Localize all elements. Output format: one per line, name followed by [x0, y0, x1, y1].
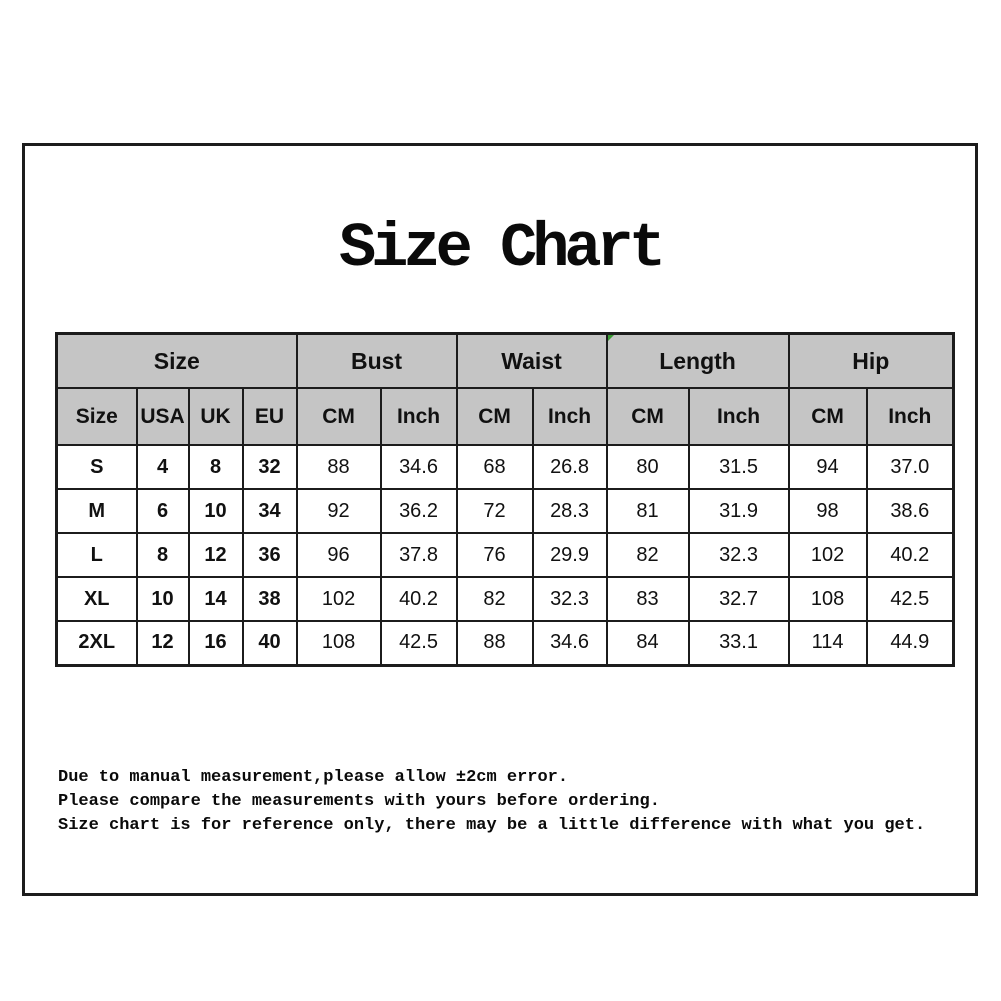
- table-cell: 88: [455, 620, 534, 666]
- col-group-waist: Waist: [455, 332, 608, 389]
- col-group-bust: Bust: [295, 332, 458, 389]
- note-line-1: Due to manual measurement,please allow ±…: [58, 768, 569, 787]
- col-header-bust-inch: Inch: [379, 387, 458, 446]
- table-cell: 82: [605, 532, 690, 578]
- table-cell: 33.1: [687, 620, 790, 666]
- green-corner-marker-icon: [608, 335, 615, 342]
- table-cell: 6: [135, 488, 190, 534]
- note-line-2: Please compare the measurements with you…: [58, 792, 660, 811]
- col-group-hip: Hip: [787, 332, 955, 389]
- table-cell: 88: [295, 444, 382, 490]
- note-line-3: Size chart is for reference only, there …: [58, 816, 926, 835]
- table-cell: 36.2: [379, 488, 458, 534]
- group-header-row: Size Bust Waist Length Hip: [55, 332, 955, 389]
- table-cell: 98: [787, 488, 868, 534]
- table-cell: 2XL: [55, 620, 138, 666]
- table-cell: 4: [135, 444, 190, 490]
- table-cell: 28.3: [531, 488, 608, 534]
- table-cell: 42.5: [379, 620, 458, 666]
- table-cell: 31.9: [687, 488, 790, 534]
- table-cell: 40: [241, 620, 298, 666]
- table-cell: 10: [135, 576, 190, 622]
- table-cell: 34.6: [379, 444, 458, 490]
- col-header-hip-cm: CM: [787, 387, 868, 446]
- col-group-size: Size: [55, 332, 298, 389]
- table-cell: 44.9: [865, 620, 955, 666]
- table-cell: 36: [241, 532, 298, 578]
- table-row-xl: XL 10 14 38 102 40.2 82 32.3 83 32.7 108…: [55, 576, 955, 622]
- table-cell: 34: [241, 488, 298, 534]
- table-row-m: M 6 10 34 92 36.2 72 28.3 81 31.9 98 38.…: [55, 488, 955, 534]
- col-header-waist-cm: CM: [455, 387, 534, 446]
- col-header-size: Size: [55, 387, 138, 446]
- col-header-bust-cm: CM: [295, 387, 382, 446]
- table-cell: 92: [295, 488, 382, 534]
- col-group-length-label: Length: [659, 347, 736, 374]
- table-cell: S: [55, 444, 138, 490]
- page-title: Size Chart: [338, 213, 666, 284]
- col-header-length-cm: CM: [605, 387, 690, 446]
- table-cell: 42.5: [865, 576, 955, 622]
- table-cell: 82: [455, 576, 534, 622]
- table-cell: 108: [787, 576, 868, 622]
- table-cell: 37.0: [865, 444, 955, 490]
- table-cell: 68: [455, 444, 534, 490]
- table-cell: 32.3: [531, 576, 608, 622]
- table-cell: 83: [605, 576, 690, 622]
- col-header-eu: EU: [241, 387, 298, 446]
- content-frame: Size Chart Size Bust Waist Length Hip Si…: [22, 143, 978, 896]
- table-cell: XL: [55, 576, 138, 622]
- col-group-length: Length: [605, 332, 790, 389]
- table-cell: 102: [787, 532, 868, 578]
- table-cell: 8: [135, 532, 190, 578]
- table-cell: 16: [187, 620, 244, 666]
- table-cell: L: [55, 532, 138, 578]
- table-cell: 29.9: [531, 532, 608, 578]
- table-cell: 76: [455, 532, 534, 578]
- table-row-s: S 4 8 32 88 34.6 68 26.8 80 31.5 94 37.0: [55, 444, 955, 490]
- column-header-row: Size USA UK EU CM Inch CM Inch CM Inch C…: [55, 387, 955, 446]
- size-chart-table: Size Bust Waist Length Hip Size USA UK E…: [55, 332, 956, 667]
- table-row-l: L 8 12 36 96 37.8 76 29.9 82 32.3 102 40…: [55, 532, 955, 578]
- table-cell: 114: [787, 620, 868, 666]
- table-cell: 34.6: [531, 620, 608, 666]
- table-cell: 102: [295, 576, 382, 622]
- table-cell: 40.2: [379, 576, 458, 622]
- table-cell: M: [55, 488, 138, 534]
- table-cell: 32: [241, 444, 298, 490]
- table-cell: 96: [295, 532, 382, 578]
- disclaimer-notes: Due to manual measurement,please allow ±…: [58, 766, 925, 838]
- table-cell: 80: [605, 444, 690, 490]
- table-cell: 32.7: [687, 576, 790, 622]
- table-cell: 32.3: [687, 532, 790, 578]
- table-cell: 31.5: [687, 444, 790, 490]
- table-cell: 12: [187, 532, 244, 578]
- table-cell: 40.2: [865, 532, 955, 578]
- table-cell: 37.8: [379, 532, 458, 578]
- col-header-uk: UK: [187, 387, 244, 446]
- table-cell: 12: [135, 620, 190, 666]
- table-cell: 38: [241, 576, 298, 622]
- col-header-hip-inch: Inch: [865, 387, 955, 446]
- col-header-length-inch: Inch: [687, 387, 790, 446]
- table-cell: 14: [187, 576, 244, 622]
- table-cell: 72: [455, 488, 534, 534]
- table-cell: 26.8: [531, 444, 608, 490]
- col-header-usa: USA: [135, 387, 190, 446]
- table-cell: 84: [605, 620, 690, 666]
- table-cell: 10: [187, 488, 244, 534]
- col-header-waist-inch: Inch: [531, 387, 608, 446]
- table-row-2xl: 2XL 12 16 40 108 42.5 88 34.6 84 33.1 11…: [55, 620, 955, 666]
- table-cell: 38.6: [865, 488, 955, 534]
- table-cell: 81: [605, 488, 690, 534]
- table-cell: 8: [187, 444, 244, 490]
- table-cell: 94: [787, 444, 868, 490]
- table-cell: 108: [295, 620, 382, 666]
